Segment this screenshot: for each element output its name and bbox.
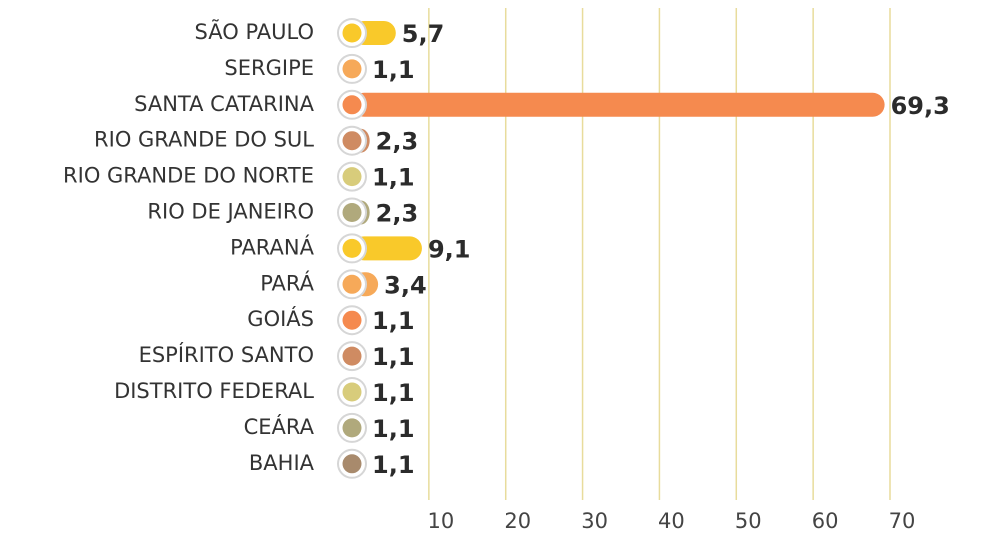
bar-cap: [342, 418, 362, 438]
x-tick-label: 50: [735, 509, 762, 533]
value-label: 1,1: [372, 56, 415, 84]
value-label: 9,1: [428, 235, 471, 263]
value-label: 1,1: [372, 343, 415, 371]
value-label: 1,1: [372, 379, 415, 407]
bar-cap: [342, 23, 362, 43]
category-label: RIO GRANDE DO SUL: [94, 128, 314, 152]
x-tick-label: 70: [889, 509, 916, 533]
value-label: 1,1: [372, 415, 415, 443]
bar-cap: [342, 95, 362, 115]
category-label: SANTA CATARINA: [134, 92, 314, 116]
x-tick-label: 60: [812, 509, 839, 533]
bar-cap: [342, 238, 362, 258]
value-label: 1,1: [372, 451, 415, 479]
value-label: 3,4: [384, 271, 427, 299]
category-label: RIO GRANDE DO NORTE: [63, 164, 314, 188]
category-label: SÃO PAULO: [195, 18, 314, 44]
bar-cap: [342, 382, 362, 402]
category-label: DISTRITO FEDERAL: [114, 379, 314, 403]
bar-cap: [342, 454, 362, 474]
bar-cap: [342, 131, 362, 151]
bar-cap: [342, 203, 362, 222]
bar-cap: [342, 59, 362, 79]
category-label: CEÁRA: [244, 414, 315, 439]
value-label: 2,3: [376, 128, 419, 156]
bar-cap: [342, 167, 362, 187]
value-label: 5,7: [402, 20, 445, 48]
bar-cap: [342, 346, 362, 366]
bar-cap: [342, 310, 362, 330]
bar: [352, 236, 422, 261]
x-tick-label: 10: [427, 509, 454, 533]
category-label: PARÁ: [260, 270, 314, 295]
category-label: RIO DE JANEIRO: [147, 200, 314, 224]
category-label: SERGIPE: [224, 56, 314, 80]
value-label: 2,3: [376, 200, 419, 228]
value-label: 1,1: [372, 164, 415, 192]
category-label: ESPÍRITO SANTO: [139, 342, 314, 367]
value-label: 69,3: [891, 92, 950, 120]
category-label: PARANÁ: [230, 234, 315, 259]
x-tick-label: 30: [581, 509, 608, 533]
bar: [352, 92, 885, 117]
value-label: 1,1: [372, 307, 415, 335]
category-label: BAHIA: [249, 451, 315, 475]
bar-cap: [342, 274, 362, 294]
x-tick-label: 40: [658, 509, 685, 533]
category-label: GOIÁS: [247, 306, 314, 331]
x-tick-label: 20: [504, 509, 531, 533]
